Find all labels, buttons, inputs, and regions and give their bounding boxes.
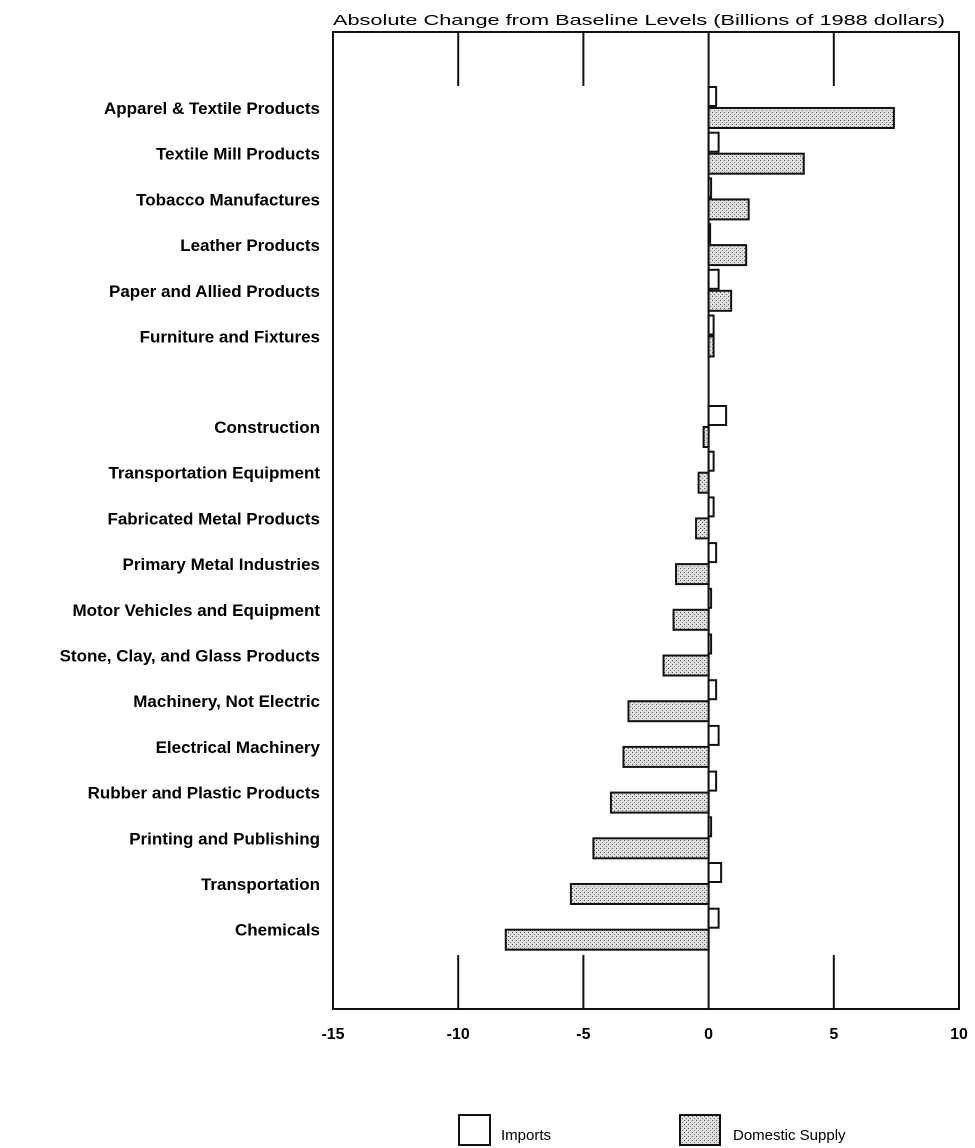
x-tick-label: -15 (321, 1026, 344, 1043)
legend-label-domestic-supply: Domestic Supply (733, 1127, 846, 1144)
domestic-supply-bar (504, 928, 710, 951)
x-tick-label: 5 (829, 1026, 838, 1043)
imports-bar (707, 542, 718, 564)
domestic-supply-bar (609, 791, 710, 814)
category-label: Rubber and Plastic Products (88, 784, 320, 803)
imports-bar (707, 496, 715, 518)
x-tick-label: 0 (704, 1026, 713, 1043)
category-label: Apparel & Textile Products (104, 99, 320, 118)
domestic-supply-bar (707, 335, 715, 358)
imports-bar (707, 724, 720, 746)
domestic-supply-bar (707, 289, 733, 312)
category-label: Transportation (201, 875, 320, 894)
imports-bar (707, 405, 728, 426)
imports-bar (707, 268, 720, 290)
legend-swatch-domestic-supply (679, 1114, 721, 1146)
category-label: Printing and Publishing (129, 829, 320, 848)
category-label: Stone, Clay, and Glass Products (60, 647, 320, 666)
category-label: Electrical Machinery (156, 738, 321, 757)
imports-bar (707, 633, 713, 655)
category-label: Fabricated Metal Products (107, 509, 320, 528)
domestic-supply-bar (697, 471, 710, 494)
category-label: Machinery, Not Electric (133, 692, 320, 711)
category-label: Furniture and Fixtures (140, 328, 320, 347)
imports-bar (707, 587, 713, 609)
category-label: Transportation Equipment (108, 464, 320, 483)
domestic-supply-bar (592, 837, 710, 860)
domestic-supply-bar (622, 745, 710, 768)
domestic-supply-bar (675, 563, 710, 586)
imports-bar (707, 679, 718, 701)
plot-frame (332, 31, 960, 1010)
domestic-supply-bar (707, 198, 750, 221)
domestic-supply-bar (662, 654, 710, 677)
imports-bar (707, 177, 713, 199)
imports-bar (707, 86, 718, 107)
category-label: Textile Mill Products (156, 145, 320, 164)
legend-swatch-imports (458, 1114, 491, 1146)
x-tick-label: -10 (447, 1026, 470, 1043)
domestic-supply-bar (569, 883, 710, 905)
imports-bar (707, 450, 715, 472)
domestic-supply-bar (702, 426, 710, 448)
imports-bar (707, 907, 720, 929)
imports-bar (707, 314, 715, 336)
domestic-supply-bar (707, 244, 748, 267)
x-tick-label: -5 (576, 1026, 590, 1043)
x-tick-label: 10 (950, 1026, 968, 1043)
domestic-supply-bar (672, 608, 710, 631)
imports-bar (707, 223, 712, 245)
imports-bar (707, 131, 720, 153)
category-label: Paper and Allied Products (109, 282, 320, 301)
category-label: Primary Metal Industries (123, 555, 320, 574)
imports-bar (707, 816, 713, 838)
domestic-supply-bar (707, 152, 805, 175)
category-label: Leather Products (180, 236, 320, 255)
domestic-supply-bar (695, 517, 710, 540)
category-label: Construction (214, 418, 320, 437)
imports-bar (707, 770, 718, 792)
category-label: Chemicals (235, 921, 320, 940)
chart-title: Absolute Change from Baseline Levels (Bi… (333, 12, 945, 29)
domestic-supply-bar (627, 700, 710, 723)
imports-bar (707, 862, 723, 883)
category-label: Motor Vehicles and Equipment (73, 601, 321, 620)
legend-label-imports: Imports (501, 1127, 551, 1144)
domestic-supply-bar (707, 107, 895, 129)
category-label: Tobacco Manufactures (136, 190, 320, 209)
